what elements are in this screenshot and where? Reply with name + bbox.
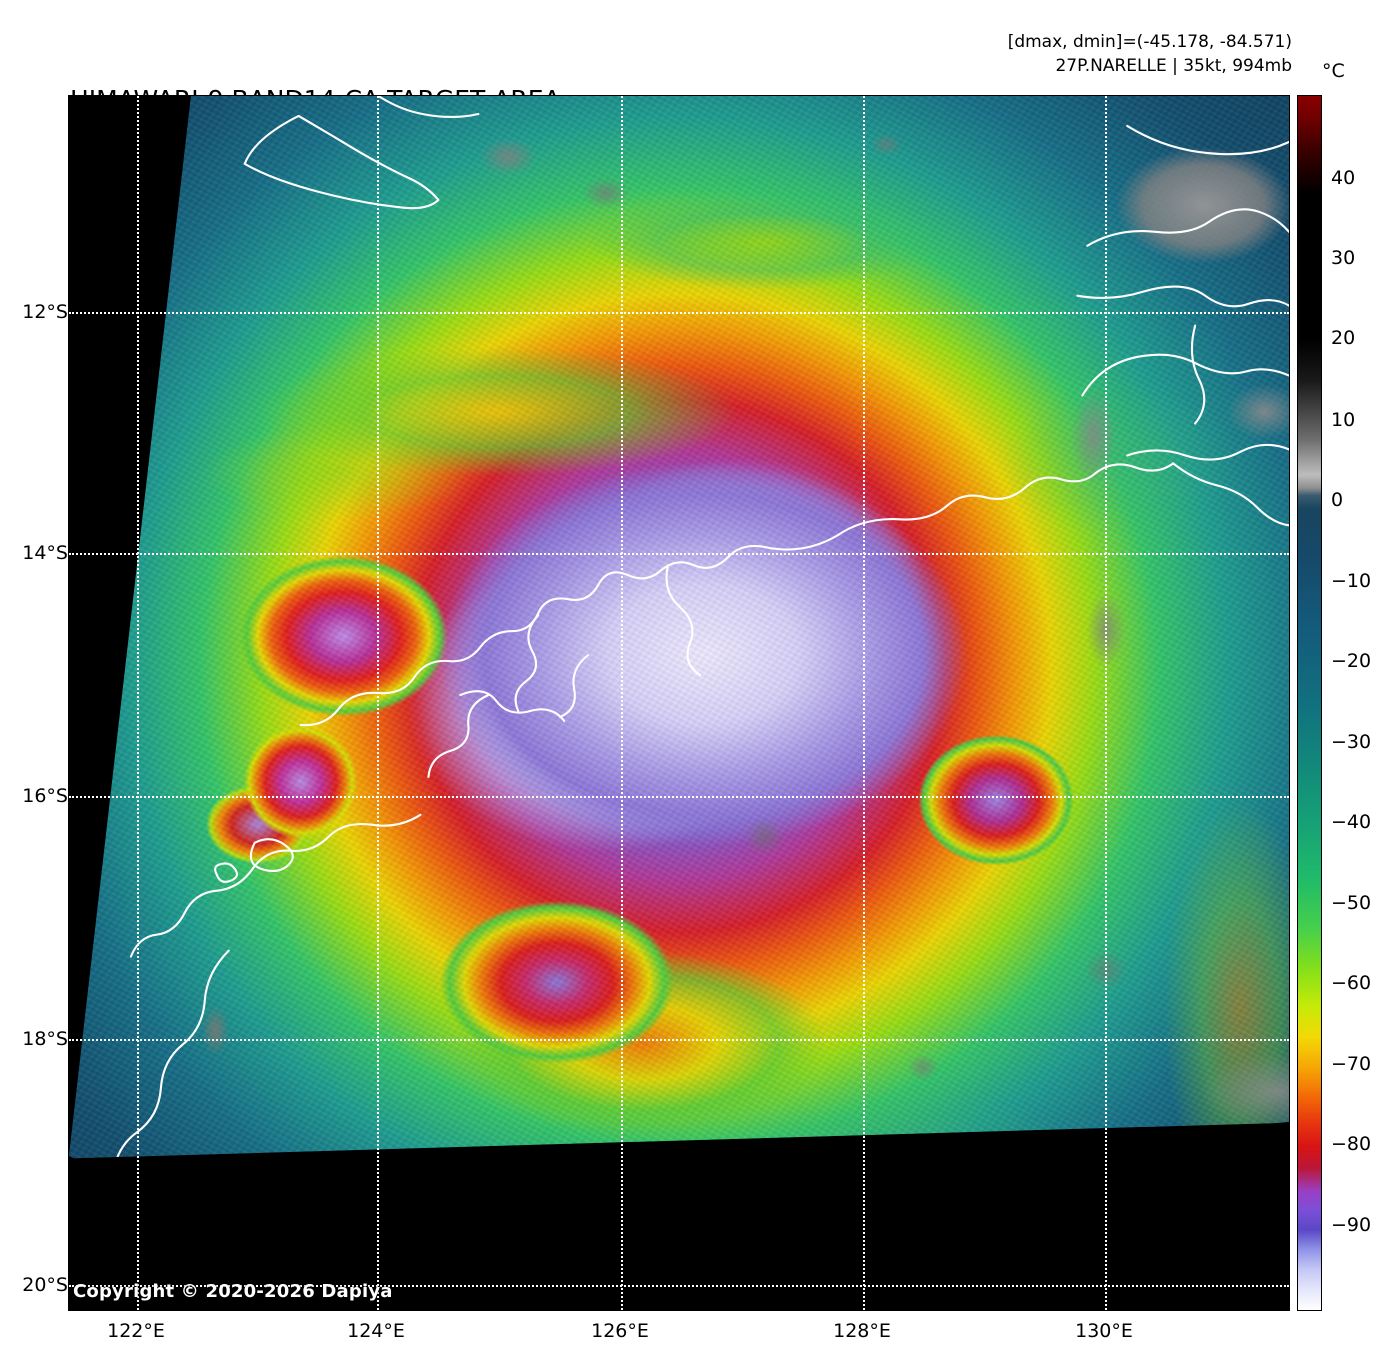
copyright-label: Copyright © 2020-2026 Dapiya	[73, 1281, 393, 1302]
ytick-label: 20°S	[22, 1274, 68, 1296]
colorbar-tick-label: −50	[1331, 892, 1372, 914]
ytick-label: 16°S	[22, 785, 68, 807]
gridline-lon-128E	[863, 96, 865, 1310]
gridline-lat-14S	[69, 553, 1289, 555]
colorbar-gradient	[1298, 96, 1321, 1310]
warm-land-surface-overlay	[69, 96, 1289, 1159]
colorbar-tick-label: −30	[1331, 731, 1372, 753]
colorbar-tick-label: 30	[1331, 247, 1356, 269]
ytick-label: 18°S	[22, 1028, 68, 1050]
colorbar-unit-label: °C	[1322, 60, 1345, 82]
colorbar-tick-label: 10	[1331, 409, 1356, 431]
xtick-label: 124°E	[347, 1320, 405, 1342]
colorbar-tick-label: −40	[1331, 811, 1372, 833]
colorbar-tick-label: −60	[1331, 972, 1372, 994]
gridline-lat-12S	[69, 312, 1289, 314]
colorbar-tick-label: 0	[1331, 489, 1344, 511]
ytick-label: 14°S	[22, 542, 68, 564]
metadata-block: [dmax, dmin]=(-45.178, -84.571) 27P.NARE…	[1008, 30, 1292, 78]
ytick-label: 12°S	[22, 301, 68, 323]
gridline-lon-122E	[137, 96, 139, 1310]
gridline-lon-124E	[377, 96, 379, 1310]
xtick-label: 130°E	[1075, 1320, 1133, 1342]
xtick-label: 122°E	[107, 1320, 165, 1342]
colorbar-tick-label: 20	[1331, 327, 1356, 349]
gridline-lat-18S	[69, 1039, 1289, 1041]
gridline-lat-16S	[69, 796, 1289, 798]
satellite-swath	[69, 96, 1289, 1159]
xtick-label: 128°E	[833, 1320, 891, 1342]
colorbar-tick-label: −80	[1331, 1133, 1372, 1155]
colorbar-tick-label: −10	[1331, 570, 1372, 592]
gridline-lon-130E	[1105, 96, 1107, 1310]
gridline-lon-126E	[621, 96, 623, 1310]
data-minmax-label: [dmax, dmin]=(-45.178, -84.571)	[1007, 32, 1292, 52]
storm-info-label: 27P.NARELLE | 35kt, 994mb	[1055, 56, 1292, 77]
satellite-image-plot[interactable]: Copyright © 2020-2026 Dapiya	[68, 95, 1290, 1311]
temperature-colorbar[interactable]	[1297, 95, 1322, 1311]
xtick-label: 126°E	[591, 1320, 649, 1342]
colorbar-tick-label: −90	[1331, 1214, 1372, 1236]
gridline-lat-20S	[69, 1285, 1289, 1287]
colorbar-tick-label: −70	[1331, 1053, 1372, 1075]
colorbar-tick-label: 40	[1331, 167, 1356, 189]
colorbar-tick-label: −20	[1331, 650, 1372, 672]
plot-inner: Copyright © 2020-2026 Dapiya	[69, 96, 1289, 1310]
